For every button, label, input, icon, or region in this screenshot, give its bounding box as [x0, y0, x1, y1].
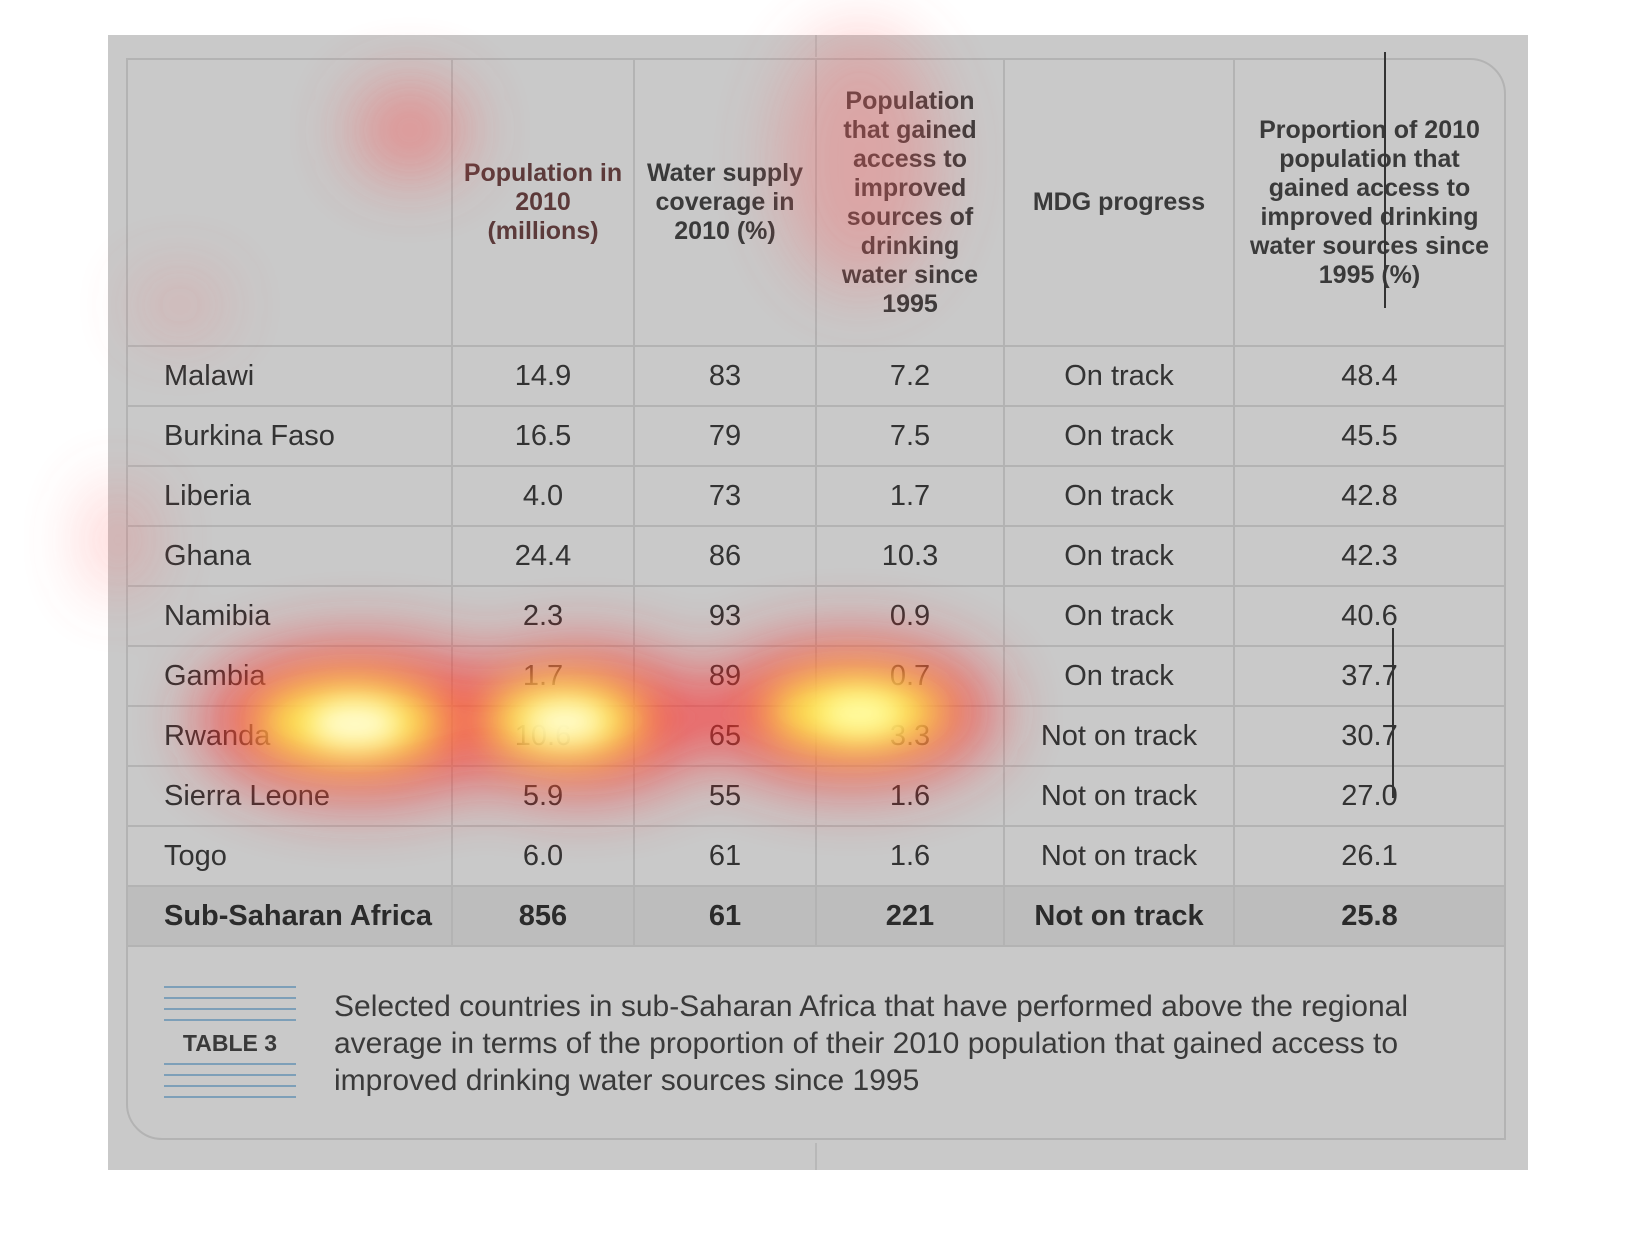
cell-population-gained: 221 [815, 885, 1005, 947]
table-row: Ghana 24.4 86 10.3 On track 42.3 [128, 525, 1504, 587]
cell-water-coverage: 61 [633, 825, 817, 887]
cell-population-gained: 10.3 [815, 525, 1005, 587]
cell-water-coverage: 61 [633, 885, 817, 947]
cell-mdg-progress: On track [1003, 465, 1235, 527]
cell-mdg-progress: Not on track [1003, 705, 1235, 767]
header-population: Population in 2010 (millions) [451, 60, 635, 347]
text-cursor-line [1384, 52, 1386, 308]
header-water-coverage: Water supply coverage in 2010 (%) [633, 60, 817, 347]
table-card: Population in 2010 (millions) Water supp… [126, 58, 1506, 1140]
cell-country: Sub-Saharan Africa [128, 885, 453, 947]
cell-mdg-progress: On track [1003, 585, 1235, 647]
cell-country: Ghana [128, 525, 453, 587]
cell-water-coverage: 55 [633, 765, 817, 827]
table-row: Namibia 2.3 93 0.9 On track 40.6 [128, 585, 1504, 647]
cell-proportion: 26.1 [1233, 825, 1504, 887]
table-row: Malawi 14.9 83 7.2 On track 48.4 [128, 345, 1504, 407]
cell-proportion: 30.7 [1233, 705, 1504, 767]
cell-country: Namibia [128, 585, 453, 647]
cell-population: 856 [451, 885, 635, 947]
cell-population: 1.7 [451, 645, 635, 707]
cell-mdg-progress: Not on track [1003, 765, 1235, 827]
cell-water-coverage: 79 [633, 405, 817, 467]
cell-water-coverage: 86 [633, 525, 817, 587]
cell-population: 24.4 [451, 525, 635, 587]
cell-proportion: 42.8 [1233, 465, 1504, 527]
table-row: Sierra Leone 5.9 55 1.6 Not on track 27.0 [128, 765, 1504, 827]
header-country [128, 60, 453, 347]
table-row: Burkina Faso 16.5 79 7.5 On track 45.5 [128, 405, 1504, 467]
cell-water-coverage: 83 [633, 345, 817, 407]
table-row: Gambia 1.7 89 0.7 On track 37.7 [128, 645, 1504, 707]
cell-water-coverage: 73 [633, 465, 817, 527]
fold-line-bottom [815, 1143, 817, 1170]
cell-population: 5.9 [451, 765, 635, 827]
cell-population: 10.6 [451, 705, 635, 767]
cell-population-gained: 7.2 [815, 345, 1005, 407]
cell-mdg-progress: On track [1003, 345, 1235, 407]
table-body: Malawi 14.9 83 7.2 On track 48.4 Burkina Faso 1… [128, 345, 1504, 947]
cell-country: Gambia [128, 645, 453, 707]
cell-water-coverage: 65 [633, 705, 817, 767]
cell-country: Togo [128, 825, 453, 887]
cell-mdg-progress: On track [1003, 525, 1235, 587]
cell-population: 16.5 [451, 405, 635, 467]
cell-proportion: 40.6 [1233, 585, 1504, 647]
cell-mdg-progress: Not on track [1003, 825, 1235, 887]
cell-population-gained: 3.3 [815, 705, 1005, 767]
fold-line-top [815, 35, 817, 57]
cell-country: Rwanda [128, 705, 453, 767]
table-row-total: Sub-Saharan Africa 856 61 221 Not on track 25… [128, 885, 1504, 947]
text-cursor-line [1392, 628, 1394, 798]
cell-water-coverage: 89 [633, 645, 817, 707]
cell-proportion: 45.5 [1233, 405, 1504, 467]
caption-text: Selected countries in sub-Saharan Africa… [334, 990, 1408, 1097]
cell-population-gained: 1.7 [815, 465, 1005, 527]
cell-mdg-progress: On track [1003, 645, 1235, 707]
table-row: Togo 6.0 61 1.6 Not on track 26.1 [128, 825, 1504, 887]
table-label: TABLE 3 [164, 1030, 296, 1056]
document-panel: Population in 2010 (millions) Water supp… [108, 35, 1528, 1170]
cell-population-gained: 1.6 [815, 765, 1005, 827]
cell-country: Liberia [128, 465, 453, 527]
cell-population: 4.0 [451, 465, 635, 527]
cell-mdg-progress: On track [1003, 405, 1235, 467]
header-mdg-progress: MDG progress [1003, 60, 1235, 347]
cell-water-coverage: 93 [633, 585, 817, 647]
cell-country: Sierra Leone [128, 765, 453, 827]
table-caption: TABLE 3 Selected countries in sub-Sahara… [128, 950, 1504, 1138]
cell-proportion: 48.4 [1233, 345, 1504, 407]
cell-country: Burkina Faso [128, 405, 453, 467]
cell-proportion: 42.3 [1233, 525, 1504, 587]
data-table: Population in 2010 (millions) Water supp… [128, 60, 1504, 947]
cell-population-gained: 1.6 [815, 825, 1005, 887]
header-row: Population in 2010 (millions) Water supp… [128, 60, 1504, 347]
cell-population: 6.0 [451, 825, 635, 887]
table-label-lines: TABLE 3 [164, 986, 296, 1104]
header-proportion: Proportion of 2010 population that gaine… [1233, 60, 1504, 347]
cell-proportion: 37.7 [1233, 645, 1504, 707]
table-row: Liberia 4.0 73 1.7 On track 42.8 [128, 465, 1504, 527]
cell-population: 14.9 [451, 345, 635, 407]
cell-mdg-progress: Not on track [1003, 885, 1235, 947]
table-row: Rwanda 10.6 65 3.3 Not on track 30.7 [128, 705, 1504, 767]
cell-population-gained: 7.5 [815, 405, 1005, 467]
cell-population: 2.3 [451, 585, 635, 647]
cell-population-gained: 0.7 [815, 645, 1005, 707]
cell-proportion: 27.0 [1233, 765, 1504, 827]
cell-country: Malawi [128, 345, 453, 407]
cell-population-gained: 0.9 [815, 585, 1005, 647]
cell-proportion: 25.8 [1233, 885, 1504, 947]
header-population-gained: Population that gained access to improve… [815, 60, 1005, 347]
